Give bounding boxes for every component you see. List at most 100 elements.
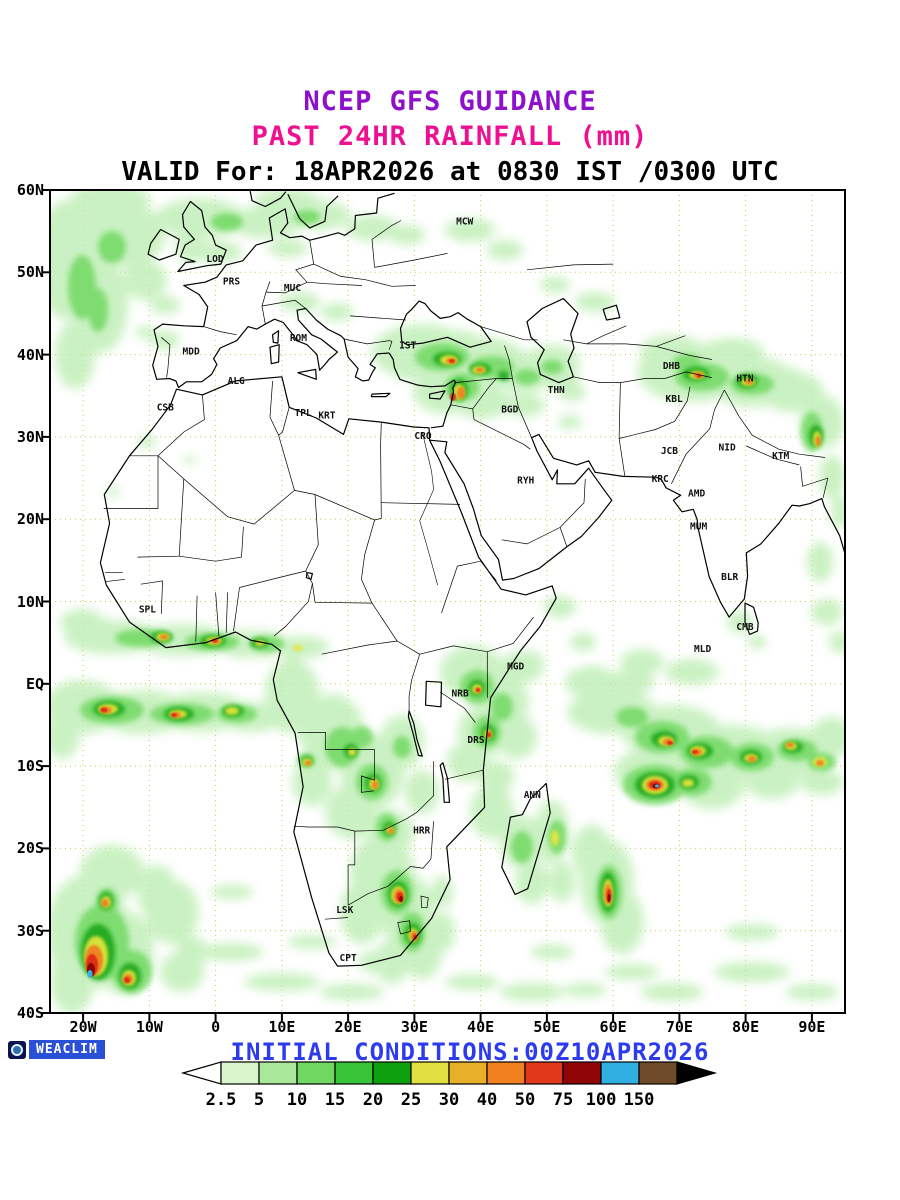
lon-tick-60E: 60E <box>599 1018 627 1036</box>
city-label-DHB: DHB <box>663 361 680 372</box>
colorbar-under-arrow <box>180 1061 222 1085</box>
weaclim-logo-text: WEACLIM <box>29 1040 105 1059</box>
colorbar-cell-11 <box>638 1061 678 1085</box>
city-label-IST: IST <box>399 341 416 352</box>
city-label-CMB: CMB <box>736 622 753 633</box>
colorbar-label-50: 50 <box>515 1090 535 1110</box>
city-label-CSB: CSB <box>157 402 174 413</box>
lon-tick-10E: 10E <box>268 1018 296 1036</box>
city-label-JCB: JCB <box>661 446 678 457</box>
colorbar-cell-8 <box>524 1061 564 1085</box>
city-label-THN: THN <box>548 385 565 396</box>
lat-tick-40S: 40S <box>16 1004 44 1022</box>
colorbar-label-75: 75 <box>553 1090 573 1110</box>
city-label-SPL: SPL <box>139 605 156 616</box>
colorbar-cell-5 <box>410 1061 450 1085</box>
lat-tick-EQ: EQ <box>25 674 44 693</box>
initial-conditions: INITIAL CONDITIONS:00Z10APR2026 <box>230 1038 710 1066</box>
city-label-ROM: ROM <box>290 333 307 344</box>
colorbar-label-5: 5 <box>254 1090 264 1110</box>
lon-tick-90E: 90E <box>798 1018 826 1036</box>
lat-tick-30S: 30S <box>16 921 44 940</box>
city-label-TPL: TPL <box>295 408 312 419</box>
country-borders <box>103 220 829 935</box>
city-label-MCW: MCW <box>456 216 473 227</box>
city-label-CRO: CRO <box>414 431 431 442</box>
lat-tick-10S: 10S <box>16 757 44 776</box>
coastlines <box>99 190 845 967</box>
colorbar-cell-4 <box>372 1061 412 1085</box>
colorbar-cell-10 <box>600 1061 640 1085</box>
colorbar-label-30: 30 <box>439 1090 459 1110</box>
colorbar-cell-6 <box>448 1061 488 1085</box>
product-subtitle: PAST 24HR RAINFALL (mm) <box>251 121 649 152</box>
colorbar-label-10: 10 <box>287 1090 307 1110</box>
city-label-HRR: HRR <box>413 825 430 836</box>
city-label-NID: NID <box>719 443 736 454</box>
colorbar-label-25: 25 <box>401 1090 421 1110</box>
weaclim-logo[interactable]: WEACLIM <box>8 1040 105 1059</box>
lat-tick-20N: 20N <box>16 510 44 529</box>
city-label-LSK: LSK <box>336 905 353 916</box>
city-label-MDD: MDD <box>183 346 200 357</box>
colorbar-cell-3 <box>334 1061 374 1085</box>
lon-tick-70E: 70E <box>665 1018 693 1036</box>
lat-tick-40N: 40N <box>16 345 44 364</box>
city-label-KTM: KTM <box>772 451 789 462</box>
colorbar-over-arrow <box>676 1061 718 1085</box>
rainfall-colorbar: 2.5 5 10 15 20 25 30 40 50 75 100 150 <box>180 1061 718 1110</box>
valid-time-line: VALID For: 18APR2026 at 0830 IST /0300 U… <box>121 157 779 187</box>
colorbar-label-40: 40 <box>477 1090 497 1110</box>
colorbar-label-2.5: 2.5 <box>206 1090 237 1110</box>
map-panel: MCW LOD PRS MUC ROM MDD ALG CSB TPL KRT IST CRO BGD T… <box>42 189 846 1021</box>
colorbar-cell-1 <box>258 1061 298 1085</box>
lon-tick-20W: 20W <box>69 1018 97 1036</box>
lat-tick-20S: 20S <box>16 839 44 858</box>
city-label-HTN: HTN <box>736 374 753 385</box>
lat-tick-30N: 30N <box>16 427 44 446</box>
city-label-LOD: LOD <box>206 254 223 265</box>
city-label-KBL: KBL <box>666 394 683 405</box>
product-title: NCEP GFS GUIDANCE <box>303 86 597 117</box>
lon-tick-50E: 50E <box>533 1018 561 1036</box>
city-label-DRS: DRS <box>467 735 484 746</box>
colorbar-cell-7 <box>486 1061 526 1085</box>
lat-tick-10N: 10N <box>16 592 44 611</box>
city-label-BLR: BLR <box>721 572 738 583</box>
city-label-BGD: BGD <box>501 405 518 416</box>
city-label-NRB: NRB <box>452 689 469 700</box>
rainfall-shading <box>50 190 845 1013</box>
city-label-KRT: KRT <box>318 411 335 422</box>
city-label-KRC: KRC <box>652 474 669 485</box>
colorbar-label-100: 100 <box>586 1090 617 1110</box>
colorbar-label-150: 150 <box>624 1090 655 1110</box>
lon-tick-80E: 80E <box>732 1018 760 1036</box>
colorbar-cell-9 <box>562 1061 602 1085</box>
city-label-MUM: MUM <box>690 522 707 533</box>
city-label-ALG: ALG <box>228 376 245 387</box>
city-label-MLD: MLD <box>694 644 711 655</box>
colorbar-cell-0 <box>220 1061 260 1085</box>
lon-tick-10W: 10W <box>135 1018 163 1036</box>
city-label-AMD: AMD <box>688 489 705 500</box>
lat-tick-60N: 60N <box>16 181 44 199</box>
city-label-MUC: MUC <box>284 283 301 294</box>
lon-tick-30E: 30E <box>400 1018 428 1036</box>
weaclim-globe-icon <box>8 1040 26 1059</box>
rainfall-shading <box>87 784 659 978</box>
city-label-ANN: ANN <box>524 790 541 801</box>
lon-tick-40E: 40E <box>467 1018 495 1036</box>
colorbar-cell-2 <box>296 1061 336 1085</box>
lon-tick-20E: 20E <box>334 1018 362 1036</box>
lat-tick-50N: 50N <box>16 263 44 282</box>
nile-river <box>419 431 438 586</box>
colorbar-label-20: 20 <box>363 1090 383 1110</box>
city-label-PRS: PRS <box>223 276 240 287</box>
lon-tick-0: 0 <box>211 1018 221 1036</box>
city-label-RYH: RYH <box>517 476 534 487</box>
axis-ticks <box>42 189 813 1021</box>
city-label-CPT: CPT <box>340 953 357 964</box>
